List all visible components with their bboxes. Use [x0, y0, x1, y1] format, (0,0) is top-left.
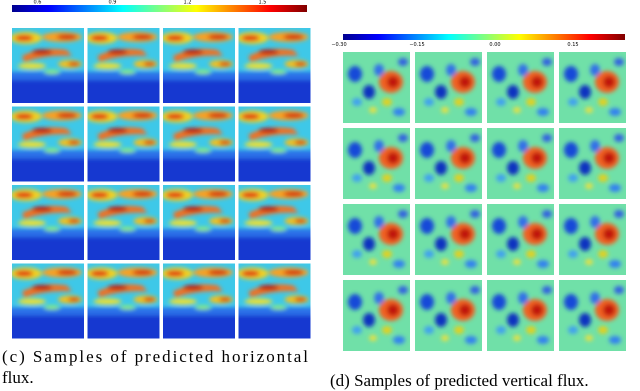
heatmap-tile: [234, 264, 316, 344]
heatmap-grid: [7, 28, 316, 344]
heatmap-tile: [234, 185, 316, 265]
heatmap-tile: [83, 185, 165, 265]
caption: (d) Samples of predicted vertical flux.: [330, 371, 589, 390]
heatmap-tile: [487, 52, 554, 123]
colorbar-tick-label: 0.00: [489, 42, 500, 48]
heatmap-tile: [487, 280, 554, 351]
heatmap-tile: [158, 28, 240, 108]
colorbar-tick-label: −0.30: [331, 42, 346, 48]
heatmap-tile: [7, 264, 89, 344]
colorbar: [12, 5, 307, 12]
caption: flux.: [2, 368, 34, 387]
heatmap-tile: [343, 52, 410, 123]
heatmap-tile: [559, 52, 626, 123]
heatmap-tile: [7, 28, 89, 108]
heatmap-tile: [158, 264, 240, 344]
heatmap-tile: [7, 185, 89, 265]
heatmap-grid: [343, 52, 626, 351]
heatmap-tile: [158, 185, 240, 265]
heatmap-tile: [158, 107, 240, 187]
colorbar-tick-label: 1.5: [259, 0, 267, 6]
heatmap-tile: [83, 28, 165, 108]
colorbar: [343, 34, 625, 40]
heatmap-tile: [343, 128, 410, 199]
heatmap-tile: [343, 204, 410, 275]
heatmap-tile: [234, 28, 316, 108]
colorbar-tick-label: 0.9: [109, 0, 117, 6]
colorbar-tick-label: 0.6: [34, 0, 42, 6]
heatmap-tile: [559, 280, 626, 351]
heatmap-tile: [234, 107, 316, 187]
heatmap-tile: [415, 52, 482, 123]
heatmap-tile: [343, 280, 410, 351]
heatmap-tile: [83, 264, 165, 344]
colorbar-tick-label: 0.15: [567, 42, 578, 48]
heatmap-tile: [559, 204, 626, 275]
heatmap-tile: [415, 204, 482, 275]
colorbar-tick-label: −0.15: [409, 42, 424, 48]
heatmap-tile: [487, 128, 554, 199]
heatmap-tile: [559, 128, 626, 199]
heatmap-tile: [415, 128, 482, 199]
heatmap-tile: [487, 204, 554, 275]
colorbar-tick-label: 1.2: [184, 0, 192, 6]
heatmap-tile: [415, 280, 482, 351]
heatmap-tile: [7, 107, 89, 187]
heatmap-tile: [83, 107, 165, 187]
caption: (c) Samples of predicted horizontal: [2, 347, 308, 366]
